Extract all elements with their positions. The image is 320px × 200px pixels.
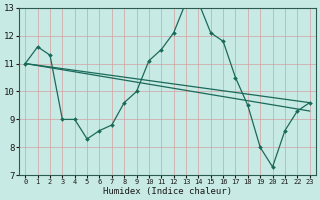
X-axis label: Humidex (Indice chaleur): Humidex (Indice chaleur) [103,187,232,196]
